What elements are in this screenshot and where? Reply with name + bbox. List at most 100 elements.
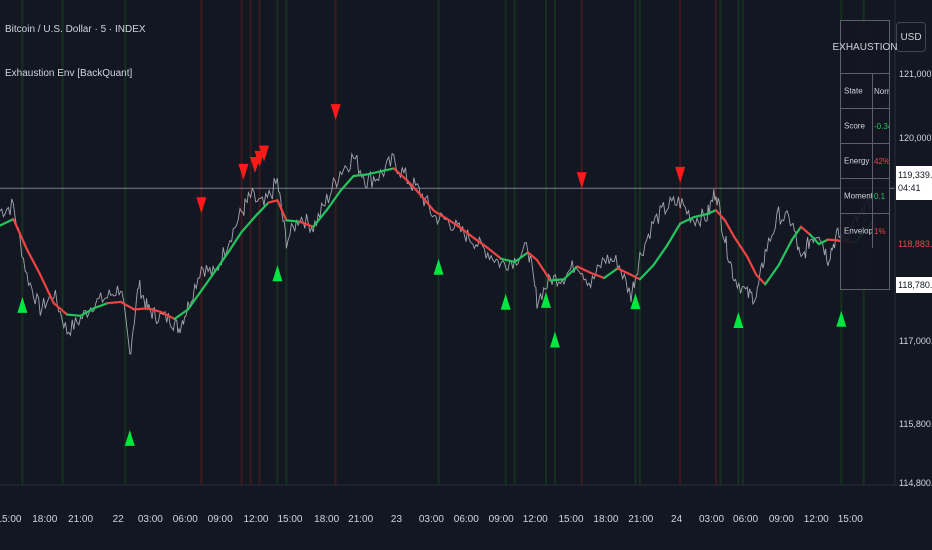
- envelope-segment: [500, 257, 516, 264]
- indicator-title: Exhaustion Env [BackQuant]: [5, 68, 133, 79]
- bull-band: [61, 0, 64, 485]
- envelope-segment: [473, 237, 489, 250]
- price-tick-label: 115,800.00: [899, 419, 932, 429]
- bull-band: [21, 0, 24, 485]
- time-tick-label: 12:00: [804, 514, 829, 525]
- envelope-series: [0, 167, 874, 321]
- price-axis[interactable]: 121,000.00 120,000.00 117,000.00 115,800.00…: [899, 69, 932, 488]
- envelope-segment: [446, 218, 463, 230]
- bull-band: [504, 0, 507, 485]
- bull-band: [634, 0, 637, 485]
- envelope-segment: [629, 273, 642, 281]
- envelope-segment: [267, 199, 279, 204]
- envelope-segment: [755, 273, 767, 286]
- time-tick-label: 09:00: [208, 514, 233, 525]
- bull-band: [553, 0, 556, 485]
- buy-signal-marker: [500, 293, 511, 310]
- buy-signal-marker: [272, 265, 283, 282]
- panel-row-energy: Energy 42%: [841, 144, 889, 179]
- signal-markers: [17, 104, 847, 446]
- time-tick-label: 15:00: [0, 514, 22, 525]
- envelope-segment: [186, 289, 203, 311]
- envelope-segment: [352, 173, 369, 178]
- price-tick-label: 120,000.00: [899, 133, 932, 143]
- sell-signal-marker: [675, 166, 686, 183]
- envelope-segment: [200, 270, 216, 292]
- panel-row-envelope: Envelope % 1%: [841, 214, 889, 248]
- bear-band: [240, 0, 243, 485]
- envelope-segment: [0, 218, 15, 227]
- envelope-segment: [679, 216, 695, 225]
- exhaustion-panel: EXHAUSTION State Normal Score -0.34 Ener…: [833, 20, 898, 290]
- envelope-segment: [535, 258, 552, 282]
- envelope-segment: [253, 201, 270, 218]
- panel-row-label: State: [844, 86, 863, 96]
- panel-row-score: Score -0.34: [841, 109, 889, 144]
- bull-band: [719, 0, 722, 485]
- time-tick-label: 21:00: [628, 514, 653, 525]
- envelope-segment: [665, 222, 682, 248]
- envelope-segment: [339, 174, 355, 193]
- bull-band: [513, 0, 516, 485]
- time-tick-label: 09:00: [769, 514, 794, 525]
- price-line: [0, 152, 873, 355]
- envelope-segment: [312, 209, 328, 228]
- time-tick-label: 06:00: [733, 514, 758, 525]
- envelope-segment: [732, 235, 749, 258]
- bear-band: [334, 0, 337, 485]
- envelope-segment: [79, 307, 96, 317]
- panel-row-label: Momentum: [844, 191, 873, 201]
- sell-signal-marker: [196, 197, 207, 214]
- envelope-segment: [459, 226, 476, 240]
- envelope-segment: [589, 271, 606, 280]
- envelope-segment: [576, 265, 592, 274]
- bar-countdown: 04:41: [898, 183, 921, 193]
- envelope-segment: [39, 273, 55, 305]
- envelope-segment: [526, 251, 539, 262]
- envelope-segment: [723, 219, 736, 238]
- sell-signal-marker: [259, 145, 270, 162]
- buy-signal-marker: [733, 312, 744, 329]
- time-tick-label: 12:00: [523, 514, 548, 525]
- time-tick-label: 09:00: [489, 514, 514, 525]
- envelope-segment: [486, 246, 503, 260]
- envelope-segment: [106, 300, 122, 305]
- envelope-segment: [549, 278, 565, 282]
- panel-row-label: Envelope %: [844, 226, 873, 236]
- envelope-segment: [325, 190, 342, 212]
- price-tick-label: 114,800.00: [899, 478, 932, 488]
- bull-band: [276, 0, 279, 485]
- price-series: [0, 152, 873, 355]
- panel-row-label: Score: [844, 121, 865, 131]
- time-axis[interactable]: 15:00 18:00 21:00 22 03:00 06:00 09:00 12:00 15:…: [0, 514, 863, 525]
- envelope-segment: [146, 307, 163, 314]
- sell-signal-marker: [250, 157, 261, 173]
- sell-signal-marker: [330, 104, 341, 121]
- time-tick-label: 21:00: [68, 514, 93, 525]
- currency-button[interactable]: USD: [896, 22, 926, 52]
- last-price-tag: 119,339.30 04:41: [896, 166, 932, 200]
- low-price-tag: 118,780.19: [896, 277, 932, 293]
- envelope-segment: [746, 255, 758, 276]
- time-tick-label: 03:00: [699, 514, 724, 525]
- envelope-segment: [603, 267, 619, 280]
- envelope-segment: [562, 265, 579, 281]
- envelope-segment: [365, 170, 382, 176]
- envelope-segment: [25, 248, 42, 276]
- envelope-segment: [777, 238, 794, 267]
- envelope-segment: [705, 209, 718, 216]
- envelope-segment: [285, 219, 301, 223]
- price-tick-label: 121,000.00: [899, 69, 932, 79]
- time-tick-label: 06:00: [173, 514, 198, 525]
- panel-row-state: State Normal: [841, 74, 889, 109]
- envelope-segment: [298, 220, 315, 228]
- panel-row-momentum: Momentum 0.1: [841, 179, 889, 214]
- envelope-segment: [240, 215, 257, 234]
- bear-band: [258, 0, 261, 485]
- envelope-segment: [808, 233, 821, 246]
- envelope-segment: [392, 167, 409, 182]
- time-tick-label: 06:00: [454, 514, 479, 525]
- time-tick-label: 15:00: [838, 514, 863, 525]
- buy-signal-marker: [540, 291, 551, 308]
